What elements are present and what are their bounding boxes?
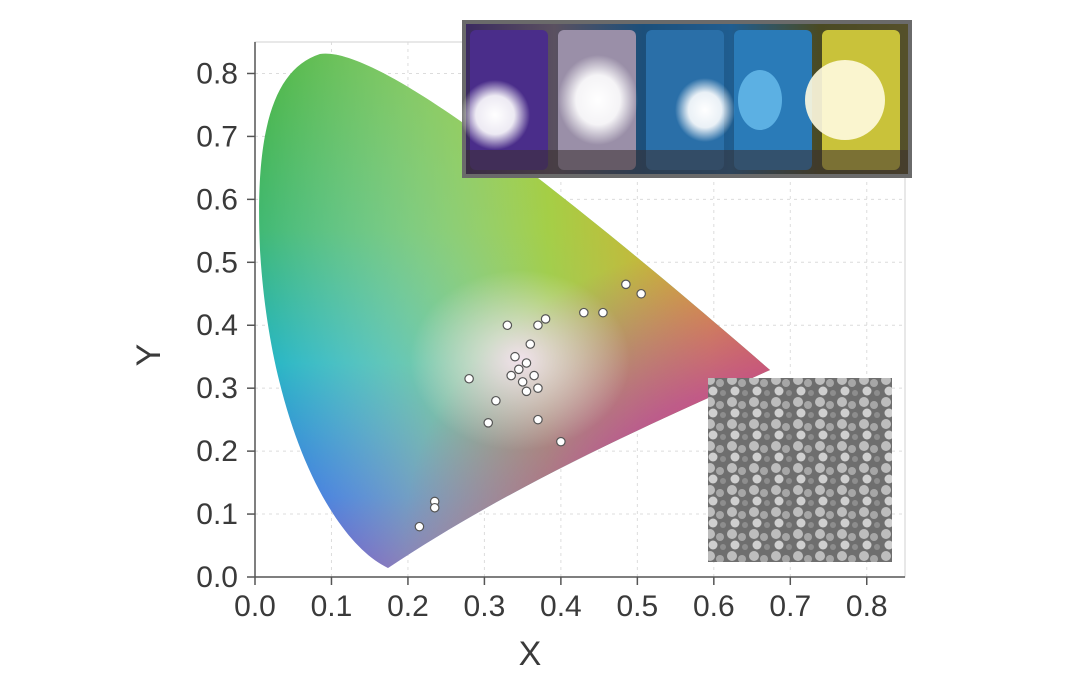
y-tick-label: 0.6 (196, 183, 238, 216)
data-point (414, 521, 425, 532)
data-point (556, 436, 566, 447)
data-point (533, 414, 543, 425)
x-tick-label: 0.1 (311, 590, 353, 623)
data-point (540, 314, 551, 324)
data-point (598, 307, 608, 318)
x-tick-label: 0.7 (769, 590, 811, 623)
data-point (510, 351, 520, 362)
data-point (491, 395, 501, 406)
y-tick-label: 0.2 (196, 435, 238, 468)
data-point (533, 383, 543, 393)
data-point (521, 386, 532, 397)
data-points (414, 279, 646, 532)
y-tick-label: 0.7 (196, 120, 238, 153)
x-tick-label: 0.2 (387, 590, 429, 623)
data-point (506, 370, 516, 381)
data-point (502, 320, 513, 331)
data-point (517, 377, 528, 387)
data-point (464, 373, 474, 384)
y-tick-label: 0.0 (196, 561, 238, 594)
x-axis-ticks: 0.0 0.1 0.2 0.3 0.4 0.5 0.6 0.7 0.8 (234, 577, 888, 623)
y-tick-label: 0.5 (196, 246, 238, 279)
x-tick-label: 0.5 (616, 590, 658, 623)
data-point (429, 502, 440, 513)
x-tick-label: 0.8 (846, 590, 888, 623)
x-tick-label: 0.6 (693, 590, 735, 623)
device-photo-inset (460, 20, 912, 178)
data-point (483, 417, 494, 428)
data-point (525, 339, 536, 349)
y-axis-title: Y (130, 344, 168, 367)
data-point (621, 279, 631, 290)
x-tick-label: 0.4 (540, 590, 582, 623)
data-point (579, 307, 589, 318)
y-tick-label: 0.4 (196, 309, 238, 342)
y-axis-ticks: 0.0 0.1 0.2 0.3 0.4 0.5 0.6 0.7 0.8 (196, 57, 255, 594)
micrograph-inset (708, 378, 892, 562)
x-tick-label: 0.0 (234, 590, 276, 623)
x-tick-label: 0.3 (464, 590, 506, 623)
data-point (533, 320, 543, 331)
data-point (636, 288, 646, 299)
y-tick-label: 0.3 (196, 372, 238, 405)
data-point (521, 358, 532, 368)
y-tick-label: 0.8 (196, 57, 238, 90)
data-point (514, 364, 524, 375)
data-point (529, 370, 539, 381)
y-tick-label: 0.1 (196, 498, 238, 531)
x-axis-title: X (519, 635, 542, 673)
